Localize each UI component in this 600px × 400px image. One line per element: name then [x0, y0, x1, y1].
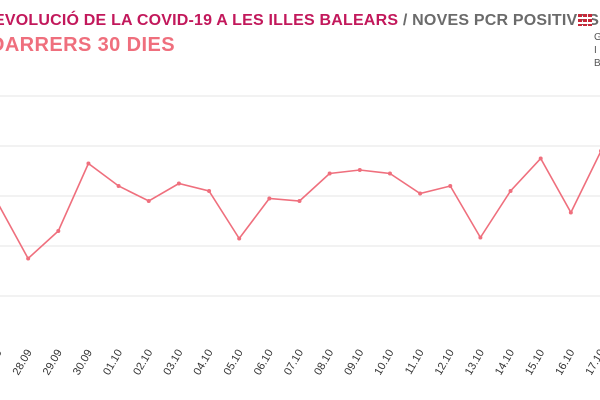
title-main: EVOLUCIÓ DE LA COVID-19 A LES ILLES BALE… — [0, 12, 399, 29]
data-point — [297, 199, 302, 203]
x-tick-label: 13.10 — [463, 348, 487, 378]
data-point — [86, 161, 91, 166]
title-sub: NOVES PCR POSITIVES — [412, 12, 600, 29]
data-point — [56, 229, 61, 233]
x-tick-label: 11.10 — [403, 348, 427, 377]
x-tick-label: 01.10 — [101, 348, 125, 378]
x-tick-label: 30.09 — [71, 348, 95, 378]
chart-subtitle: DARRERS 30 DIES — [0, 34, 175, 56]
x-tick-label: 02.10 — [131, 348, 155, 378]
logo-text-line-2: I — [594, 45, 597, 56]
data-points — [26, 149, 600, 261]
x-tick-label: 04.10 — [191, 348, 215, 378]
title-separator: / — [402, 12, 408, 29]
x-tick-label: 29.09 — [41, 348, 65, 378]
data-point — [478, 235, 483, 240]
data-point — [448, 184, 453, 188]
data-point — [176, 181, 181, 186]
x-tick-label: 05.10 — [222, 348, 246, 378]
chart-title: EVOLUCIÓ DE LA COVID-19 A LES ILLES BALE… — [0, 12, 599, 30]
government-logo-icon — [578, 14, 592, 26]
logo-text-line-3: B — [594, 58, 600, 69]
data-point — [26, 256, 31, 261]
data-point — [116, 184, 121, 188]
data-point — [538, 156, 543, 161]
data-point — [568, 210, 573, 215]
x-tick-label: 16.10 — [553, 348, 577, 378]
data-point — [327, 171, 332, 176]
data-point — [508, 189, 513, 193]
x-tick-label: 28.09 — [11, 348, 35, 378]
grid-lines — [0, 95, 600, 297]
data-point — [387, 171, 392, 176]
data-point — [146, 199, 151, 203]
x-tick-label: 07.10 — [282, 348, 306, 378]
logo-text-line-1: G — [594, 32, 600, 43]
x-tick-label: 14.10 — [493, 348, 517, 378]
x-tick-label: 17.10 — [583, 348, 600, 378]
x-axis-ticks: 27.09 28.09 29.09 30.09 01.10 02.10 03.10 04.10… — [0, 348, 600, 378]
x-tick-label: 27.09 — [0, 348, 5, 378]
x-tick-label: 15.10 — [523, 348, 547, 378]
x-tick-label: 09.10 — [342, 348, 366, 378]
data-point — [207, 189, 212, 193]
data-point — [237, 236, 242, 241]
x-tick-label: 06.10 — [252, 348, 276, 378]
series-line — [0, 151, 600, 260]
data-point — [267, 196, 272, 201]
data-point — [357, 168, 362, 172]
x-tick-label: 08.10 — [312, 348, 336, 378]
data-point — [418, 191, 423, 196]
x-tick-label: 03.10 — [161, 348, 185, 378]
x-tick-label: 12.10 — [433, 348, 457, 378]
x-tick-label: 10.10 — [372, 348, 396, 378]
